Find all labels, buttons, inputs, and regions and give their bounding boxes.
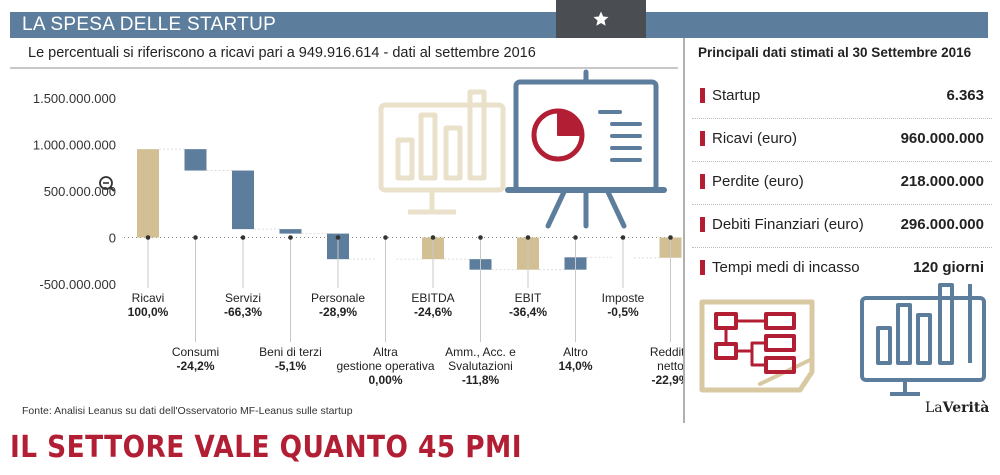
category-dot bbox=[620, 235, 626, 240]
y-tick-label: 1.500.000.000 bbox=[33, 91, 116, 106]
data-label: -22,9% bbox=[651, 373, 683, 387]
logo-part-1: La bbox=[925, 400, 943, 416]
category-label: netto bbox=[657, 359, 683, 373]
category-dot bbox=[430, 235, 436, 240]
star-icon bbox=[593, 11, 609, 26]
data-label: -0,5% bbox=[607, 305, 639, 319]
panel-divider bbox=[683, 38, 685, 423]
publisher-logo: LaVerità bbox=[925, 400, 989, 416]
bar-ricavi bbox=[137, 149, 159, 238]
category-dot bbox=[383, 235, 388, 240]
category-dot bbox=[193, 235, 198, 240]
data-label: -66,3% bbox=[224, 305, 262, 319]
bullet-marker bbox=[700, 88, 705, 103]
key-figures-panel: Principali dati stimati al 30 Settembre … bbox=[692, 45, 992, 60]
stat-label: Startup bbox=[712, 87, 761, 104]
zoom-out-icon bbox=[99, 176, 113, 190]
zoom-out-icon-handle bbox=[109, 186, 115, 192]
data-label: -28,9% bbox=[319, 305, 357, 319]
data-label: -24,6% bbox=[414, 305, 452, 319]
data-label: 100,0% bbox=[128, 305, 169, 319]
category-label: Ricavi bbox=[132, 291, 165, 305]
category-dot bbox=[478, 235, 483, 240]
bar-servizi bbox=[232, 170, 254, 230]
category-label: Imposte bbox=[602, 291, 645, 305]
data-label: 0,00% bbox=[368, 373, 402, 387]
category-dot bbox=[668, 235, 673, 240]
y-tick-label: -500.000.000 bbox=[39, 277, 116, 292]
favorite-tab[interactable] bbox=[556, 0, 646, 38]
logo-part-2: Verità bbox=[942, 400, 990, 416]
stat-label: Perdite (euro) bbox=[712, 173, 804, 190]
headline: IL SETTORE VALE QUANTO 45 PMI bbox=[10, 430, 522, 465]
data-label: 14,0% bbox=[558, 359, 592, 373]
stat-value: 960.000.000 bbox=[900, 130, 984, 147]
category-dot bbox=[573, 235, 578, 240]
y-tick-label: 500.000.000 bbox=[44, 184, 116, 199]
category-dot bbox=[240, 235, 246, 240]
key-figures-list: Startup 6.363 Ricavi (euro) 960.000.000 … bbox=[692, 76, 992, 290]
stat-row-tempi: Tempi medi di incasso 120 giorni bbox=[692, 248, 992, 290]
stat-value: 6.363 bbox=[946, 87, 984, 104]
stat-value: 296.000.000 bbox=[900, 216, 984, 233]
bullet-marker bbox=[700, 217, 705, 232]
category-label: Amm., Acc. e bbox=[445, 345, 516, 359]
category-label: EBITDA bbox=[411, 291, 454, 305]
data-label: -36,4% bbox=[509, 305, 547, 319]
stat-row-startup: Startup 6.363 bbox=[692, 76, 992, 119]
source-note: Fonte: Analisi Leanus su dati dell'Osser… bbox=[22, 405, 353, 417]
bar-beni-di-terzi bbox=[279, 229, 302, 234]
bullet-marker bbox=[700, 260, 705, 275]
category-label: Consumi bbox=[172, 345, 219, 359]
stat-row-perdite: Perdite (euro) 218.000.000 bbox=[692, 162, 992, 205]
chart-title: LA SPESA DELLE STARTUP bbox=[22, 14, 277, 35]
data-label: -5,1% bbox=[275, 359, 307, 373]
category-label: Altro bbox=[563, 345, 588, 359]
stat-row-debiti: Debiti Finanziari (euro) 296.000.000 bbox=[692, 205, 992, 248]
category-label: gestione operativa bbox=[336, 359, 434, 373]
category-label: Svalutazioni bbox=[448, 359, 513, 373]
bar-consumi bbox=[184, 149, 207, 171]
y-tick-label: 0 bbox=[109, 231, 116, 246]
chart-subtitle: Le percentuali si riferiscono a ricavi p… bbox=[28, 45, 536, 61]
category-label: Beni di terzi bbox=[259, 345, 322, 359]
category-label: EBIT bbox=[515, 291, 542, 305]
bullet-marker bbox=[700, 131, 705, 146]
stat-label: Tempi medi di incasso bbox=[712, 259, 860, 276]
category-dot bbox=[145, 235, 151, 240]
y-tick-label: 1.000.000.000 bbox=[33, 138, 116, 153]
category-label: Servizi bbox=[225, 291, 261, 305]
stat-label: Ricavi (euro) bbox=[712, 130, 798, 147]
stat-row-ricavi: Ricavi (euro) 960.000.000 bbox=[692, 119, 992, 162]
category-label: Altra bbox=[373, 345, 398, 359]
category-dot bbox=[288, 235, 293, 240]
category-dot bbox=[525, 235, 531, 240]
stat-label: Debiti Finanziari (euro) bbox=[712, 216, 864, 233]
bullet-marker bbox=[700, 174, 705, 189]
flowchart-document-icon bbox=[699, 299, 815, 393]
data-label: -11,8% bbox=[462, 373, 500, 387]
data-label: -24,2% bbox=[176, 359, 214, 373]
stat-value: 218.000.000 bbox=[900, 173, 984, 190]
header-banner: LA SPESA DELLE STARTUP bbox=[10, 12, 988, 38]
category-label: Personale bbox=[311, 291, 365, 305]
category-dot bbox=[335, 235, 341, 240]
panel-title: Principali dati stimati al 30 Settembre … bbox=[698, 45, 972, 60]
divider bbox=[10, 67, 678, 69]
stat-value: 120 giorni bbox=[913, 259, 984, 276]
category-label: Reddito bbox=[650, 345, 683, 359]
waterfall-chart: 1.500.000.000 1.000.000.000 500.000.000 0 -5… bbox=[33, 91, 683, 387]
bar-chart-monitor-icon bbox=[860, 283, 986, 396]
